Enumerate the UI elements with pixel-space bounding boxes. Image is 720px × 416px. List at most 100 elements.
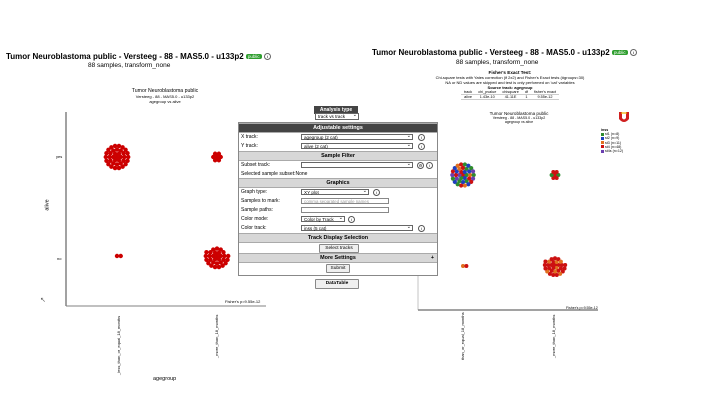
source-track: Source track: agegroup xyxy=(487,85,533,90)
scatter-point xyxy=(554,260,559,265)
scatter-point xyxy=(214,253,220,259)
scatter-point xyxy=(464,264,469,268)
scatter-point xyxy=(222,253,227,259)
samples-to-mark-input[interactable]: comma separated sample names xyxy=(301,198,389,204)
info-icon[interactable]: i xyxy=(373,189,380,196)
scatter-point xyxy=(462,169,467,175)
graph-type-select[interactable]: XY plot xyxy=(301,188,369,195)
ytick-yes: yes xyxy=(56,154,63,159)
scatter-point xyxy=(558,271,563,276)
color-mode-select[interactable]: Color by Track xyxy=(301,215,345,222)
right-plot-title-block: Tumor Neuroblastoma public Versteeg - 88… xyxy=(474,111,564,124)
scatter-point xyxy=(220,263,225,268)
scatter-point xyxy=(114,147,120,152)
scatter-point xyxy=(455,163,460,168)
scatter-point xyxy=(542,263,547,267)
right-plot-sub1: Versteeg - 88 - MAS5.0 - u133p2 xyxy=(492,116,546,120)
scatter-point xyxy=(471,172,476,178)
cluster-old-dead xyxy=(542,256,568,278)
legend-item: st2 (n=9) xyxy=(601,136,623,140)
legend: inss st1 (n=8) st2 (n=9) st3 (n=11) st4 … xyxy=(601,128,623,153)
scatter-point xyxy=(204,249,209,255)
more-settings-header[interactable]: More Settings + xyxy=(239,253,437,263)
scatter-point xyxy=(118,148,123,153)
info-icon[interactable]: i xyxy=(418,225,425,232)
selected-subset-label: Selected sample subset:None xyxy=(241,171,308,177)
scatter-point xyxy=(218,253,223,259)
scatter-point xyxy=(212,264,218,270)
color-track-select[interactable]: inss (5 cat) xyxy=(301,224,413,231)
scatter-point xyxy=(214,261,220,266)
select-tracks-button[interactable]: Select tracks xyxy=(319,244,359,253)
right-plot-title: Tumor Neuroblastoma public xyxy=(489,111,549,116)
scatter-point xyxy=(216,264,222,270)
info-icon[interactable]: i xyxy=(418,143,425,150)
info-icon[interactable]: i xyxy=(418,134,425,141)
datatable-button[interactable]: DataTable xyxy=(315,279,359,289)
scatter-point xyxy=(545,269,550,274)
scatter-point xyxy=(116,143,122,149)
samples-to-mark-label: Samples to mark: xyxy=(241,198,280,204)
scatter-point xyxy=(211,253,216,259)
color-track-row: Color track: inss (5 cat) i xyxy=(239,224,437,233)
scatter-point xyxy=(112,151,118,156)
scatter-point xyxy=(560,269,565,274)
scatter-point xyxy=(454,176,459,181)
settings-panel: Adjustable settings X track: agegroup (2… xyxy=(238,122,438,276)
scatter-point xyxy=(554,273,559,278)
scatter-point xyxy=(554,265,559,270)
scatter-point xyxy=(558,266,563,271)
scatter-point xyxy=(549,257,554,262)
scatter-point xyxy=(120,145,125,150)
fisher-line1: Chi-square tests with Yates correction (… xyxy=(435,75,585,80)
analysis-type-header: Analysis type xyxy=(314,106,358,114)
cluster-young-alive xyxy=(103,143,131,171)
info-icon[interactable]: i xyxy=(263,53,271,61)
scatter-point xyxy=(116,151,122,156)
scatter-point xyxy=(460,172,466,178)
scatter-point xyxy=(556,268,561,273)
subset-track-select[interactable] xyxy=(301,161,413,168)
scatter-point xyxy=(106,162,111,167)
color-mode-label: Color mode: xyxy=(241,216,269,222)
fisher-title: Fisher's Exact Test: xyxy=(488,70,532,75)
scatter-point xyxy=(459,183,464,188)
gear-icon[interactable]: ⚙ xyxy=(417,162,424,169)
scatter-point xyxy=(554,175,559,180)
analysis-type-select[interactable]: track vs track xyxy=(315,112,359,120)
scatter-point xyxy=(221,257,226,262)
samples-to-mark-row: Samples to mark: comma separated sample … xyxy=(239,197,437,206)
scatter-point xyxy=(556,263,561,267)
y-track-select[interactable]: alive (2 cat) xyxy=(301,142,413,149)
scatter-point xyxy=(218,247,223,252)
table-header: chi_pvalue xyxy=(475,90,500,95)
scatter-point xyxy=(112,143,118,149)
scatter-point xyxy=(104,158,109,164)
info-icon[interactable]: i xyxy=(629,49,637,57)
table-cell: alive xyxy=(460,94,476,100)
scatter-point xyxy=(211,247,216,252)
scatter-point xyxy=(223,261,228,266)
x-track-select[interactable]: agegroup (2 cat) xyxy=(301,133,413,140)
scatter-point xyxy=(208,250,213,255)
submit-row: Submit xyxy=(239,263,437,273)
scatter-point xyxy=(454,169,459,174)
color-mode-row: Color mode: Color by Track i xyxy=(239,215,437,224)
info-icon[interactable]: i xyxy=(348,216,355,223)
scatter-point xyxy=(211,260,216,265)
scatter-point xyxy=(556,257,561,262)
info-icon[interactable]: i xyxy=(426,162,433,169)
sample-paths-input[interactable] xyxy=(301,207,389,213)
scatter-point xyxy=(457,172,462,178)
selected-subset-row: Selected sample subset:None xyxy=(239,170,437,178)
ytick-no: no xyxy=(57,256,62,261)
scatter-point xyxy=(112,158,118,163)
submit-button[interactable]: Submit xyxy=(326,264,350,273)
scatter-point xyxy=(551,265,556,270)
expand-plus-icon[interactable]: + xyxy=(430,255,434,261)
adjustable-settings-header: Adjustable settings xyxy=(239,123,437,133)
scatter-point xyxy=(562,266,567,271)
scatter-point xyxy=(457,166,462,171)
table-header: chisquare xyxy=(499,90,522,95)
scatter-point xyxy=(559,263,564,267)
